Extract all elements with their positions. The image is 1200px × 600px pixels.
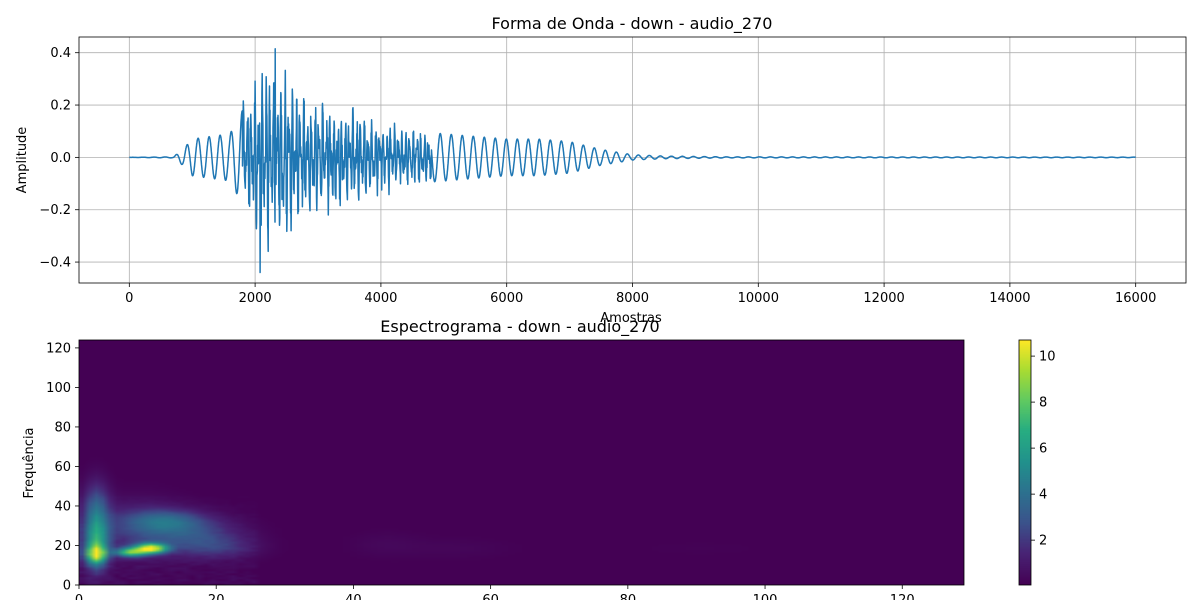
- waveform-x-tick-label: 14000: [989, 291, 1030, 306]
- waveform-line: [128, 48, 1137, 274]
- spectrogram-y-tick-label: 100: [46, 381, 71, 396]
- colorbar-frame: [1018, 339, 1032, 586]
- spectrogram-y-tick-label: 60: [54, 460, 71, 475]
- waveform-y-tick-label: −0.4: [39, 256, 71, 271]
- spectrogram-y-tick-label: 120: [46, 341, 71, 356]
- waveform-y-label: Amplitude: [15, 127, 30, 194]
- colorbar-tick-label: 4: [1039, 488, 1047, 503]
- waveform-x-tick-label: 8000: [616, 291, 649, 306]
- spectrogram-y-tick-label: 40: [54, 499, 71, 514]
- spectrogram-x-tick-label: 0: [75, 593, 83, 600]
- colorbar-ticks: 2 4 6 8 10: [1031, 350, 1056, 549]
- spectrogram-x-tick-label: 40: [345, 593, 362, 600]
- colorbar-tick-label: 10: [1039, 350, 1056, 365]
- colorbar-tick-label: 6: [1039, 442, 1047, 457]
- waveform-y-tick-label: 0.0: [50, 151, 71, 166]
- waveform-y-tick-label: −0.2: [39, 203, 71, 218]
- spectrogram-x-tick-label: 80: [620, 593, 637, 600]
- waveform-y-tick-label: 0.2: [50, 99, 71, 114]
- spectrogram-x-tick-label: 60: [482, 593, 499, 600]
- waveform-x-tick-label: 10000: [738, 291, 779, 306]
- waveform-panel: 0 2000 4000 6000 8000 10000 12000 14000 16000 −0…: [15, 14, 1187, 326]
- waveform-title: Forma de Onda - down - audio_270: [492, 14, 773, 34]
- colorbar-tick-label: 8: [1039, 396, 1047, 411]
- spectrogram-x-tick-label: 120: [890, 593, 915, 600]
- spectrogram-image: [79, 340, 964, 585]
- waveform-y-ticks: −0.4 −0.2 0.0 0.2 0.4: [39, 46, 79, 271]
- waveform-x-tick-label: 4000: [364, 291, 397, 306]
- waveform-x-tick-label: 12000: [863, 291, 904, 306]
- waveform-y-tick-label: 0.4: [50, 46, 71, 61]
- spectrogram-y-ticks: 0 20 40 60 80 100 120: [46, 341, 79, 594]
- waveform-x-tick-label: 0: [125, 291, 133, 306]
- spectrogram-y-tick-label: 0: [63, 579, 71, 594]
- waveform-x-ticks: 0 2000 4000 6000 8000 10000 12000 14000 16000: [125, 283, 1156, 306]
- spectrogram-y-tick-label: 80: [54, 420, 71, 435]
- waveform-x-label: Amostras: [600, 311, 662, 326]
- spectrogram-x-ticks: 0 20 40 60 80 100 120: [75, 585, 915, 600]
- colorbar-tick-label: 2: [1039, 534, 1047, 549]
- spectrogram-x-tick-label: 20: [208, 593, 225, 600]
- waveform-x-tick-label: 16000: [1115, 291, 1156, 306]
- waveform-x-tick-label: 2000: [239, 291, 272, 306]
- colorbar-gradient: [1019, 340, 1031, 585]
- spectrogram-panel: 0 20 40 60 80 100 120 0 20 40 60 80 100 120 Espectro…: [22, 317, 1056, 600]
- waveform-x-tick-label: 6000: [490, 291, 523, 306]
- spectrogram-y-label: Frequência: [22, 427, 37, 498]
- spectrogram-y-tick-label: 20: [54, 539, 71, 554]
- spectrogram-plot-frame: [78, 339, 965, 586]
- spectrogram-title: Espectrograma - down - audio_270: [380, 317, 659, 337]
- spectrogram-x-tick-label: 100: [753, 593, 778, 600]
